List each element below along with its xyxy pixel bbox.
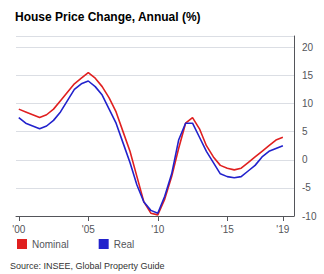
svg-text:House Price Change, Annual (%): House Price Change, Annual (%) [15,10,201,24]
svg-text:'10: '10 [151,224,164,235]
svg-text:'05: '05 [82,224,95,235]
svg-text:0: 0 [302,154,308,165]
svg-text:'19: '19 [276,224,289,235]
svg-text:-5: -5 [302,182,311,193]
svg-text:5: 5 [302,126,308,137]
svg-text:'15: '15 [221,224,234,235]
svg-text:-10: -10 [302,211,317,222]
svg-text:10: 10 [302,98,314,109]
svg-text:15: 15 [302,70,314,81]
svg-text:Source: INSEE, Global Property: Source: INSEE, Global Property Guide [10,261,165,271]
svg-text:Nominal: Nominal [32,239,69,250]
svg-text:Real: Real [114,239,135,250]
svg-text:'00: '00 [12,224,25,235]
svg-text:20: 20 [302,42,314,53]
